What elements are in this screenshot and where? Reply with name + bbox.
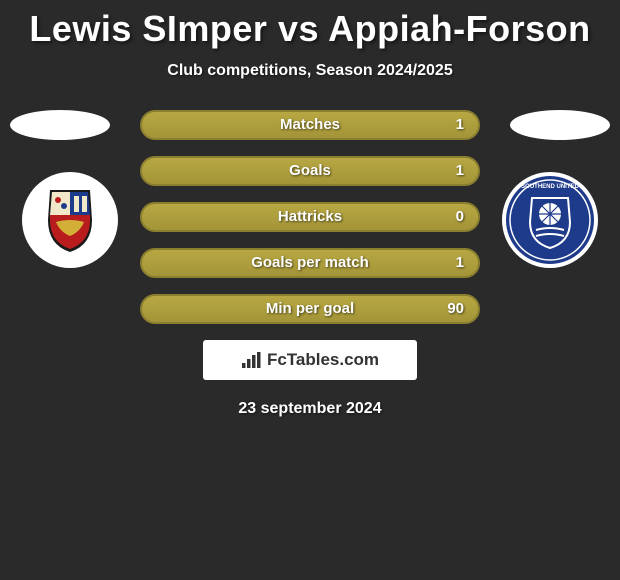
club-crest-left	[20, 170, 120, 270]
stat-row: Hattricks 0	[140, 202, 480, 232]
southend-crest-icon: SOUTHEND UNITED	[500, 170, 600, 270]
comparison-panel: SOUTHEND UNITED Matches 1 Goals 1 Hattri…	[0, 110, 620, 418]
snapshot-date: 23 september 2024	[0, 400, 620, 418]
stat-label: Hattricks	[142, 204, 478, 230]
stat-value-right: 1	[456, 158, 464, 184]
stat-row: Goals 1	[140, 156, 480, 186]
brand-text: FcTables.com	[267, 350, 379, 370]
stat-row: Min per goal 90	[140, 294, 480, 324]
stat-bars: Matches 1 Goals 1 Hattricks 0 Goals per …	[140, 110, 480, 324]
stat-label: Matches	[142, 112, 478, 138]
stat-row: Goals per match 1	[140, 248, 480, 278]
stat-value-right: 1	[456, 112, 464, 138]
stat-label: Goals	[142, 158, 478, 184]
season-subtitle: Club competitions, Season 2024/2025	[0, 62, 620, 80]
chart-icon	[241, 351, 263, 369]
stat-value-right: 0	[456, 204, 464, 230]
player-marker-right	[510, 110, 610, 140]
stat-label: Goals per match	[142, 250, 478, 276]
player-marker-left	[10, 110, 110, 140]
stat-value-right: 90	[447, 296, 464, 322]
stat-value-right: 1	[456, 250, 464, 276]
brand-box: FcTables.com	[203, 340, 417, 380]
stat-label: Min per goal	[142, 296, 478, 322]
comparison-title: Lewis SImper vs Appiah-Forson	[0, 0, 620, 50]
club-crest-right: SOUTHEND UNITED	[500, 170, 600, 270]
aldershot-crest-icon	[20, 170, 120, 270]
svg-text:SOUTHEND UNITED: SOUTHEND UNITED	[521, 184, 579, 190]
stat-row: Matches 1	[140, 110, 480, 140]
